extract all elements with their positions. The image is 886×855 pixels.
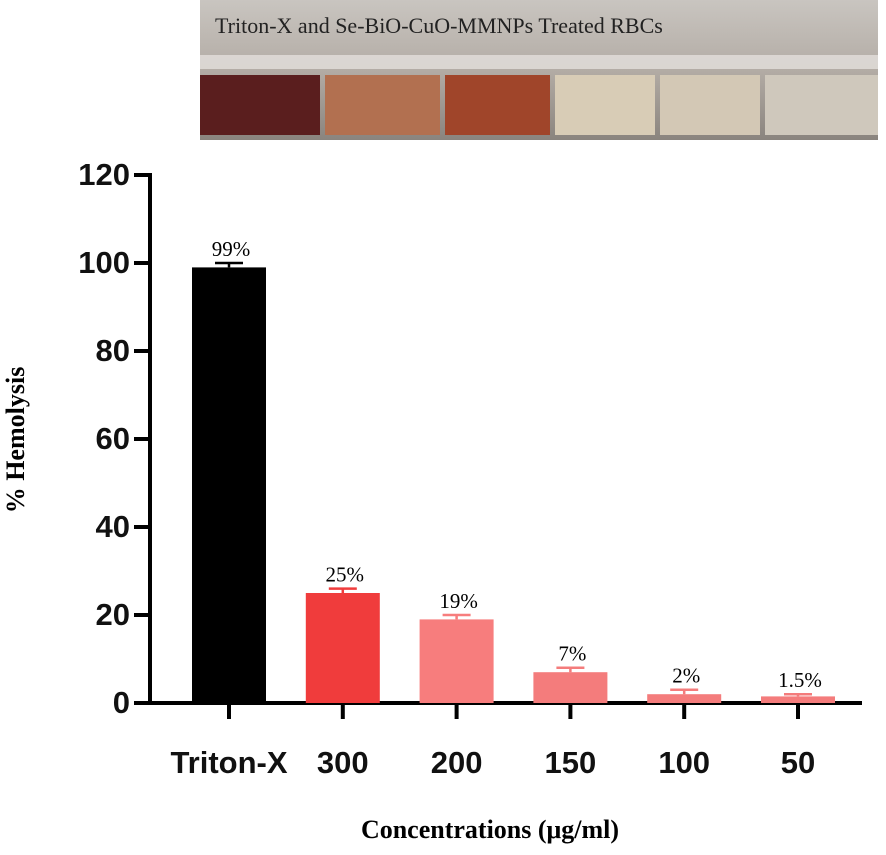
- error-bar: [784, 692, 812, 697]
- bar: [192, 267, 266, 703]
- y-tick-label: 60: [96, 421, 130, 456]
- x-tick-label: Triton-X: [170, 745, 287, 780]
- photo: [200, 0, 878, 140]
- x-tick-label: 200: [431, 745, 483, 780]
- error-bar: [442, 613, 471, 620]
- x-axis-label: Concentrations (μg/ml): [361, 815, 619, 844]
- error-bar: [328, 587, 357, 593]
- error-bar: [215, 261, 243, 268]
- image-caption: Triton-X and Se-BiO-CuO-MMNPs Treated RB…: [215, 13, 663, 38]
- bar: [533, 672, 608, 703]
- value-label: 19%: [439, 589, 478, 613]
- y-tick-label: 0: [113, 685, 130, 720]
- x-tick-label: 300: [317, 745, 369, 780]
- y-axis-label: % Hemolysis: [1, 367, 30, 514]
- y-tick-label: 80: [96, 333, 130, 368]
- value-label: 99%: [212, 237, 251, 261]
- y-tick-label: 20: [96, 597, 130, 632]
- error-bar: [670, 688, 699, 695]
- value-label: 25%: [326, 562, 365, 586]
- y-tick-label: 40: [96, 509, 130, 544]
- value-label: 1.5%: [778, 668, 822, 692]
- value-label: 2%: [672, 664, 700, 688]
- bar: [305, 593, 380, 703]
- x-tick-label: 100: [658, 745, 710, 780]
- x-tick-label: 50: [781, 745, 815, 780]
- error-bar: [556, 666, 585, 673]
- bar: [419, 619, 494, 703]
- value-label: 7%: [558, 642, 586, 666]
- x-tick-label: 150: [545, 745, 597, 780]
- y-tick-label: 120: [78, 157, 130, 192]
- y-tick-label: 100: [78, 245, 130, 280]
- bar: [761, 696, 835, 703]
- bar: [647, 694, 722, 703]
